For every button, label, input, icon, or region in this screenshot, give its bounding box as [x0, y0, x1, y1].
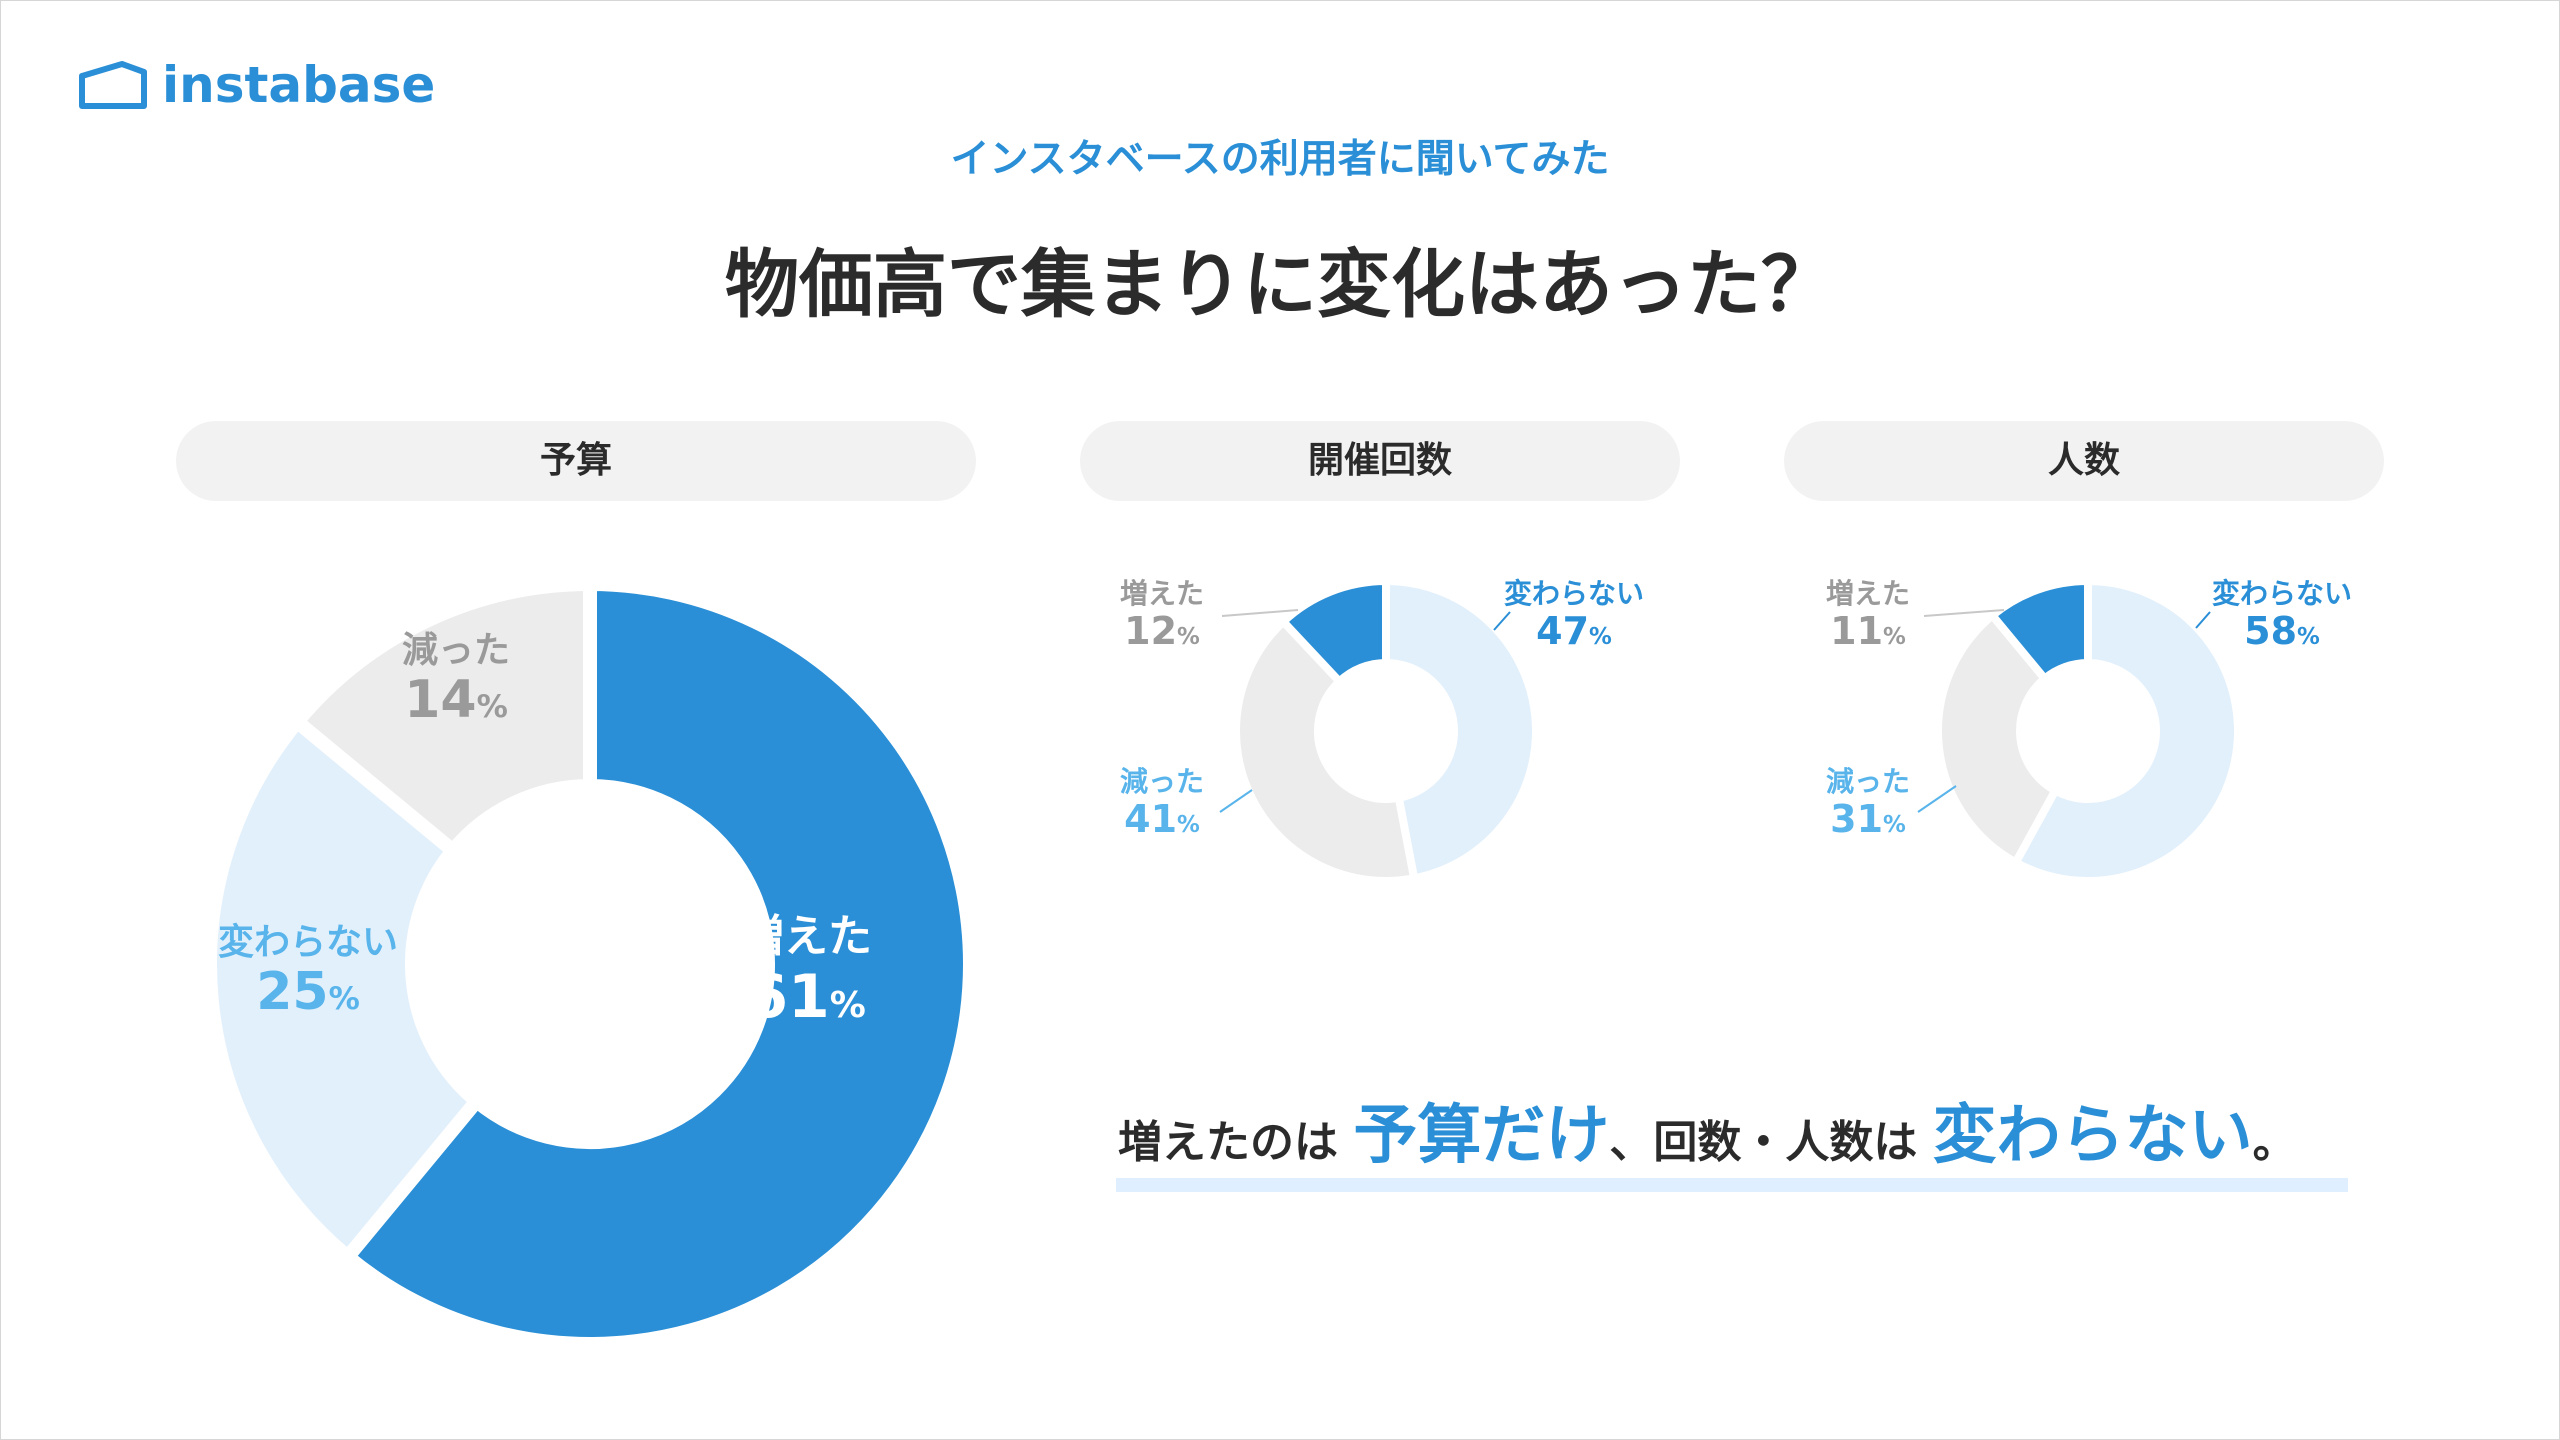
brand-logo: instabase	[78, 56, 435, 114]
label-category: 減った	[402, 630, 511, 671]
donut-slice-increased	[340, 577, 977, 1351]
leader-line-people-unchanged	[2195, 611, 2211, 629]
label-value: 14%	[404, 670, 508, 731]
summary-underline	[1116, 1178, 2348, 1192]
summary-sentence: 増えたのは 予算だけ、回数・人数は 変わらない。	[1118, 1084, 2297, 1176]
house-outline-icon	[79, 61, 147, 109]
summary-part: 。	[2252, 1117, 2297, 1168]
donut-slice-increased	[1988, 577, 2092, 683]
donut-budget	[203, 577, 977, 1351]
donut-slice-unchanged	[2011, 577, 2242, 885]
label-value: 61%	[746, 961, 866, 1032]
page-title: 物価高で集まりに変化はあった？	[725, 242, 1835, 328]
brand-name: instabase	[162, 56, 436, 114]
summary-part: 、回数・人数は	[1609, 1117, 1918, 1168]
donut-slice-unchanged	[1382, 577, 1540, 883]
chart-title-frequency: 開催回数	[1080, 421, 1680, 501]
label-budget-increased: 増えた 61%	[740, 911, 872, 1032]
donut-frequency	[1232, 577, 1540, 885]
donut-slice-unchanged	[203, 714, 484, 1264]
label-category: 増えた	[740, 911, 872, 962]
label-frequency-decreased: 減った 41%	[1120, 765, 1205, 842]
label-people-unchanged: 変わらない 58%	[2212, 577, 2353, 654]
label-frequency-increased: 増えた 12%	[1120, 577, 1205, 654]
summary-highlight: 変わらない	[1932, 1099, 2253, 1173]
label-people-decreased: 減った 31%	[1826, 765, 1911, 842]
chart-title-people: 人数	[1784, 421, 2384, 501]
summary-part: 増えたのは	[1118, 1117, 1338, 1168]
donut-slice-decreased	[1934, 611, 2060, 867]
donut-people	[1934, 577, 2242, 885]
page-subtitle: インスタベースの利用者に聞いてみた	[950, 137, 1610, 182]
label-people-increased: 増えた 11%	[1826, 577, 1911, 654]
donut-slice-increased	[1279, 577, 1390, 686]
leader-line-people-increased	[1923, 609, 2005, 617]
label-budget-decreased: 減った 14%	[402, 630, 510, 731]
donut-slice-decreased	[1232, 617, 1419, 885]
label-category: 変わらない	[218, 922, 399, 963]
leader-line-people-decreased	[1917, 785, 1957, 813]
leader-line-frequency-increased	[1221, 609, 1299, 617]
label-frequency-unchanged: 変わらない 47%	[1504, 577, 1645, 654]
label-budget-unchanged: 変わらない 25%	[218, 922, 398, 1023]
donut-slice-decreased	[290, 577, 597, 858]
summary-highlight: 予算だけ	[1353, 1099, 1610, 1173]
chart-title-budget: 予算	[176, 421, 976, 501]
label-value: 25%	[256, 962, 360, 1023]
leader-line-frequency-decreased	[1219, 789, 1253, 813]
leader-line-frequency-unchanged	[1493, 611, 1511, 631]
